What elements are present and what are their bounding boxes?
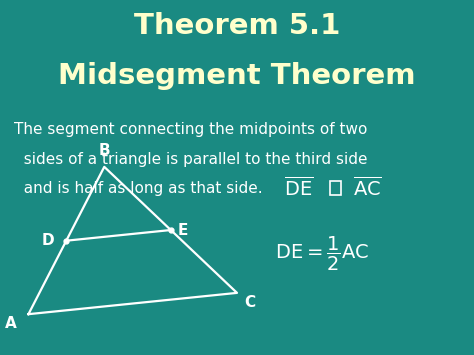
Text: E: E	[178, 223, 188, 237]
Text: $\overline{\mathrm{DE}}$: $\overline{\mathrm{DE}}$	[284, 176, 314, 200]
Text: The segment connecting the midpoints of two: The segment connecting the midpoints of …	[14, 122, 368, 137]
Text: $\overline{\mathrm{AC}}$: $\overline{\mathrm{AC}}$	[353, 176, 382, 200]
Text: $\mathrm{DE} = \dfrac{1}{2}\mathrm{AC}$: $\mathrm{DE} = \dfrac{1}{2}\mathrm{AC}$	[275, 235, 369, 273]
Text: sides of a triangle is parallel to the third side: sides of a triangle is parallel to the t…	[14, 152, 368, 166]
Text: C: C	[244, 295, 255, 310]
Text: and is half as long as that side.: and is half as long as that side.	[14, 181, 263, 196]
Text: B: B	[99, 143, 110, 158]
Text: D: D	[42, 233, 55, 248]
Text: A: A	[5, 316, 17, 331]
Text: Midsegment Theorem: Midsegment Theorem	[58, 62, 416, 90]
Text: Theorem 5.1: Theorem 5.1	[134, 12, 340, 40]
